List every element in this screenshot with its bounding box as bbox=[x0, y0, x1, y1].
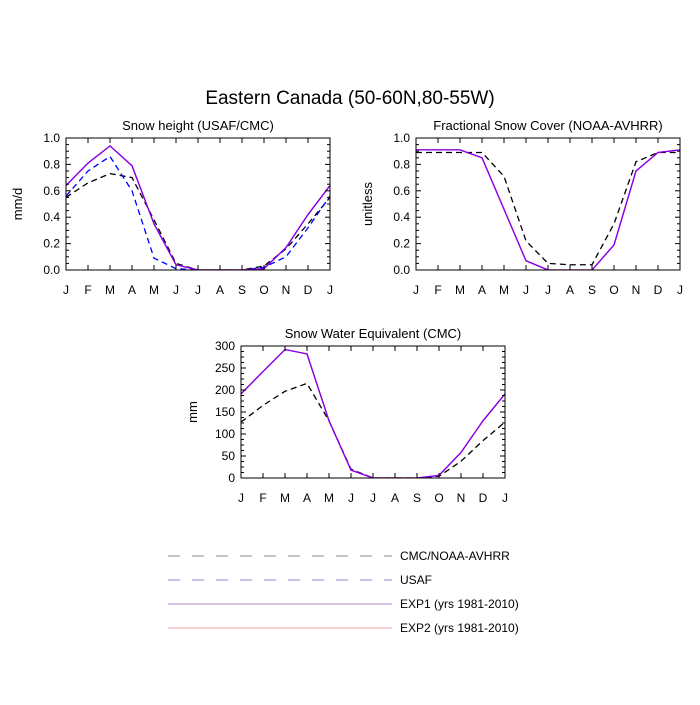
x-tick-label: M bbox=[105, 283, 115, 297]
y-axis-label: mm bbox=[185, 401, 200, 423]
y-tick-label: 1.0 bbox=[43, 131, 60, 145]
series-line-exp1-yrs-1981-2010 bbox=[66, 145, 330, 270]
x-tick-label: O bbox=[259, 283, 268, 297]
series-line-exp2-yrs-1981-2010 bbox=[241, 348, 505, 478]
x-tick-label: J bbox=[238, 491, 244, 505]
y-tick-label: 200 bbox=[215, 383, 235, 397]
chart-panel-2: Fractional Snow Cover (NOAA-AVHRR) unitle… bbox=[360, 118, 683, 297]
x-tick-label: J bbox=[677, 283, 683, 297]
x-tick-label: O bbox=[434, 491, 443, 505]
plot-frame bbox=[415, 137, 681, 271]
x-tick-label: D bbox=[654, 283, 663, 297]
y-tick-label: 150 bbox=[215, 405, 235, 419]
x-tick-label: J bbox=[523, 283, 529, 297]
x-tick-label: M bbox=[455, 283, 465, 297]
y-tick-label: 0.8 bbox=[393, 157, 410, 171]
y-tick-label: 0.6 bbox=[393, 184, 410, 198]
x-tick-label: F bbox=[259, 491, 266, 505]
legend-label-1: CMC/NOAA-AVHRR bbox=[400, 549, 510, 563]
y-tick-label: 0.4 bbox=[393, 210, 410, 224]
x-tick-label: J bbox=[502, 491, 508, 505]
x-tick-label: J bbox=[545, 283, 551, 297]
chart-panel-1: Snow height (USAF/CMC)mm/dJ F M A M J J A S O N D J0… bbox=[10, 118, 333, 297]
y-tick-label: 0.8 bbox=[43, 157, 60, 171]
panel-title: Snow height (USAF/CMC) bbox=[122, 118, 274, 133]
x-tick-label: J bbox=[348, 491, 354, 505]
x-tick-label: A bbox=[391, 491, 399, 505]
series-line-exp1-yrs-1981-2010 bbox=[416, 149, 680, 270]
x-tick-label: O bbox=[609, 283, 618, 297]
x-tick-label: A bbox=[478, 283, 486, 297]
x-tick-label: M bbox=[149, 283, 159, 297]
x-tick-label: A bbox=[303, 491, 311, 505]
series-line-cmc-noaa-avhrr bbox=[66, 172, 330, 270]
x-tick-label: A bbox=[566, 283, 574, 297]
x-tick-label: J bbox=[63, 283, 69, 297]
series-line-cmc-noaa-avhrr bbox=[416, 151, 680, 266]
y-tick-label: 0.6 bbox=[43, 184, 60, 198]
legend: CMC/NOAA-AVHRR USAF EXP1 (yrs 1981-2010) EX… bbox=[168, 549, 519, 635]
x-tick-label: J bbox=[413, 283, 419, 297]
y-tick-label: 0.0 bbox=[393, 263, 410, 277]
y-tick-label: 250 bbox=[215, 361, 235, 375]
legend-label-2: USAF bbox=[400, 573, 432, 587]
x-tick-label: F bbox=[84, 283, 91, 297]
figure-title: Eastern Canada (50-60N,80-55W) bbox=[205, 88, 494, 109]
x-tick-label: A bbox=[216, 283, 224, 297]
legend-label-4: EXP2 (yrs 1981-2010) bbox=[400, 621, 519, 635]
y-tick-label: 0.2 bbox=[393, 237, 410, 251]
x-tick-label: F bbox=[434, 283, 441, 297]
x-tick-label: M bbox=[499, 283, 509, 297]
x-tick-label: J bbox=[327, 283, 333, 297]
x-tick-label: S bbox=[588, 283, 596, 297]
y-axis-label: mm/d bbox=[10, 188, 25, 221]
y-tick-label: 300 bbox=[215, 339, 235, 353]
series-line-cmc-noaa-avhrr bbox=[241, 382, 505, 478]
x-tick-label: D bbox=[479, 491, 488, 505]
series-group bbox=[241, 348, 505, 478]
series-line-usaf bbox=[66, 155, 330, 270]
legend-label-3: EXP1 (yrs 1981-2010) bbox=[400, 597, 519, 611]
y-tick-label: 100 bbox=[215, 427, 235, 441]
y-tick-label: 0 bbox=[228, 471, 235, 485]
x-tick-label: N bbox=[457, 491, 466, 505]
x-tick-label: S bbox=[413, 491, 421, 505]
panel-title: Snow Water Equivalent (CMC) bbox=[285, 326, 462, 341]
y-tick-label: 1.0 bbox=[393, 131, 410, 145]
plot-frame bbox=[240, 345, 506, 479]
panel-title: Fractional Snow Cover (NOAA-AVHRR) bbox=[433, 118, 662, 133]
y-tick-label: 50 bbox=[222, 449, 236, 463]
x-tick-label: J bbox=[195, 283, 201, 297]
x-tick-label: N bbox=[282, 283, 291, 297]
y-tick-label: 0.0 bbox=[43, 263, 60, 277]
y-tick-label: 0.4 bbox=[43, 210, 60, 224]
x-tick-label: N bbox=[632, 283, 641, 297]
series-line-exp1-yrs-1981-2010 bbox=[241, 348, 505, 478]
x-tick-label: S bbox=[238, 283, 246, 297]
panels: Snow height (USAF/CMC)mm/dJ F M A M J J A S O N D J0… bbox=[10, 118, 683, 505]
x-tick-label: M bbox=[324, 491, 334, 505]
series-group bbox=[416, 149, 680, 270]
series-group bbox=[66, 145, 330, 270]
x-tick-label: M bbox=[280, 491, 290, 505]
y-axis-label: unitless bbox=[360, 181, 375, 226]
y-tick-label: 0.2 bbox=[43, 237, 60, 251]
x-tick-label: A bbox=[128, 283, 136, 297]
x-tick-label: J bbox=[370, 491, 376, 505]
x-tick-label: J bbox=[173, 283, 179, 297]
x-tick-label: D bbox=[304, 283, 313, 297]
plot-frame bbox=[65, 137, 331, 271]
chart-panel-3: Snow Water Equivalent (CMC)mmJ F M A M J J A S O N… bbox=[185, 326, 508, 505]
